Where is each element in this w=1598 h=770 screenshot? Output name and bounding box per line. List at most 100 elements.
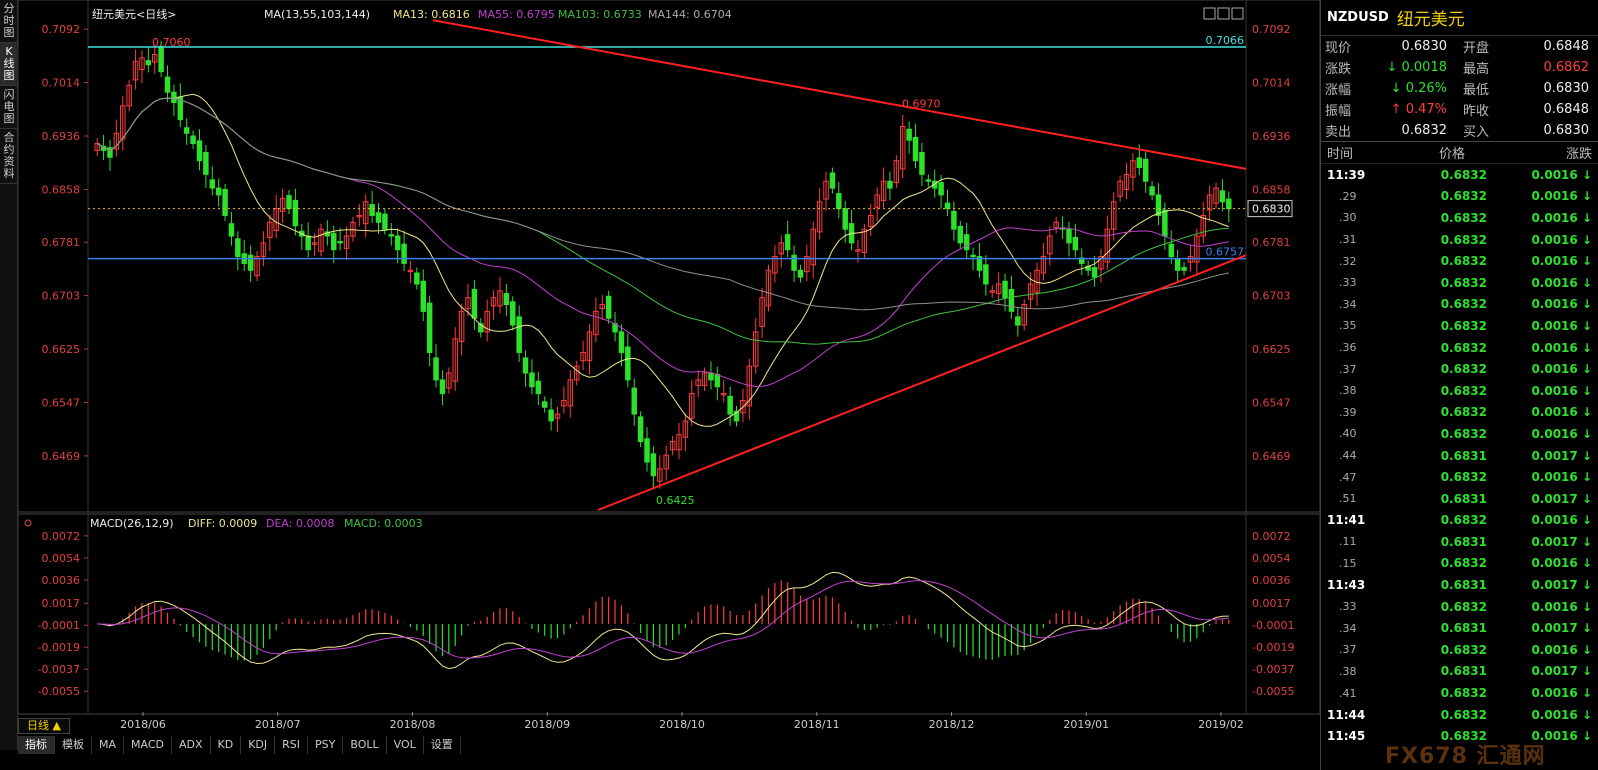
hline-label-resistance: 0.7066	[1206, 34, 1245, 47]
indicator-tab-4[interactable]: ADX	[172, 736, 211, 754]
tick-price: 0.6832	[1440, 642, 1487, 657]
tick-price: 0.6831	[1440, 664, 1487, 679]
candle-body	[657, 468, 663, 482]
candles-group	[94, 40, 1232, 490]
tick-time: 11:44	[1327, 707, 1366, 722]
tab-timeshare[interactable]: 分时图	[0, 0, 18, 43]
candle-body	[497, 290, 503, 307]
candle-body	[1136, 157, 1143, 169]
tab-flash[interactable]: 闪电图	[0, 86, 18, 129]
tick-change: 0.0016 ↓	[1531, 405, 1592, 420]
candle-body	[145, 60, 152, 66]
tick-time: .38	[1339, 664, 1357, 678]
candle-body	[407, 269, 414, 273]
candle-body	[1066, 228, 1072, 244]
candle-body	[759, 297, 765, 327]
ticks-header: 时间 价格 涨跌	[1321, 142, 1598, 164]
candle-body	[267, 221, 273, 238]
candle-body	[94, 143, 100, 151]
period-selector[interactable]: 日线 ▲	[18, 718, 70, 734]
tick-change: 0.0016 ↓	[1531, 556, 1592, 571]
quote-value: 0.6830	[1543, 123, 1590, 138]
tick-row: 11:44 0.6832 0.0016 ↓	[1321, 704, 1598, 726]
price-tick-label-right: 0.6547	[1252, 396, 1291, 409]
candle-body	[880, 180, 887, 201]
x-tick-label: 2018/09	[524, 718, 570, 731]
tick-price: 0.6831	[1440, 534, 1487, 549]
indicator-tab-8[interactable]: PSY	[308, 736, 344, 754]
candle-body	[247, 254, 254, 271]
tick-row: .11 0.6831 0.0017 ↓	[1321, 531, 1598, 553]
candle-body	[1110, 201, 1117, 230]
tick-time: .51	[1339, 492, 1357, 506]
indicator-tab-10[interactable]: VOL	[387, 736, 424, 754]
tick-price: 0.6832	[1440, 383, 1487, 398]
tick-price: 0.6832	[1440, 707, 1487, 722]
candle-body	[458, 310, 465, 343]
tick-price: 0.6832	[1440, 470, 1487, 485]
tab-contract-info[interactable]: 合约资料	[0, 129, 18, 184]
candle-body	[970, 254, 976, 258]
candle-body	[900, 125, 906, 170]
indicator-tab-0[interactable]: 指标	[18, 736, 55, 754]
candle-body	[599, 304, 606, 310]
candle-body	[810, 228, 816, 266]
macd-legend-item: DEA: 0.0008	[266, 517, 334, 530]
macd-tick-label-left: -0.0037	[38, 663, 80, 676]
indicator-tab-11[interactable]: 设置	[424, 736, 461, 754]
tab-kline[interactable]: K线图	[0, 43, 18, 86]
indicator-tab-5[interactable]: KD	[211, 736, 242, 754]
tick-change: 0.0016 ↓	[1531, 642, 1592, 657]
price-chart[interactable]: 0.7092 0.7092 0.7014 0.7014 0.6936 0.6936 0.68…	[18, 0, 1320, 732]
candle-body	[778, 242, 785, 255]
candle-body	[650, 453, 657, 477]
candle-body	[337, 241, 343, 244]
candle-body	[951, 210, 957, 230]
indicator-tab-7[interactable]: RSI	[275, 736, 309, 754]
tick-time: 11:45	[1327, 729, 1366, 744]
candle-body	[388, 234, 395, 237]
main-legend-item: MA13: 0.6816	[393, 8, 470, 21]
tick-price: 0.6832	[1440, 210, 1487, 225]
x-tick-label: 2018/12	[929, 718, 975, 731]
quote-row: 振幅 ↑ 0.47% 昨收 0.6848	[1325, 99, 1594, 120]
macd-tick-label-right: -0.0037	[1252, 663, 1294, 676]
tick-time: .29	[1339, 189, 1357, 203]
indicator-tab-2[interactable]: MA	[92, 736, 125, 754]
tick-price: 0.6832	[1440, 318, 1487, 333]
candle-body	[414, 272, 420, 285]
price-tick-label-left: 0.6936	[42, 130, 81, 143]
ticks-list[interactable]: 11:39 0.6832 0.0016 ↓ .29 0.6832 0.0016 ↓ .30 0…	[1321, 164, 1598, 747]
candle-body	[1027, 283, 1034, 300]
quote-value: 0.6832	[1401, 123, 1448, 138]
tick-row: .44 0.6831 0.0017 ↓	[1321, 445, 1598, 467]
macd-legend-item: MACD(26,12,9)	[90, 517, 174, 530]
x-tick-label: 2018/07	[255, 718, 301, 731]
candle-body	[861, 228, 868, 253]
price-tick-label-right: 0.6625	[1252, 343, 1291, 356]
restore-icon	[1217, 7, 1230, 20]
indicator-tab-9[interactable]: BOLL	[343, 736, 387, 754]
tick-change: 0.0016 ↓	[1531, 383, 1592, 398]
macd-histogram	[102, 580, 1230, 661]
candle-body	[995, 283, 1002, 295]
price-tick-label-right: 0.6936	[1252, 130, 1291, 143]
tick-row: .29 0.6832 0.0016 ↓	[1321, 186, 1598, 208]
price-tick-label-left: 0.6703	[42, 290, 81, 303]
quote-value: 0.6830	[1543, 81, 1590, 96]
candle-body	[1123, 173, 1130, 190]
x-tick-label: 2018/11	[794, 718, 840, 731]
tick-change: 0.0017 ↓	[1531, 534, 1592, 549]
tick-time: .41	[1339, 686, 1357, 700]
candle-body	[912, 136, 919, 162]
tick-time: .34	[1339, 297, 1357, 311]
indicator-tab-6[interactable]: KDJ	[241, 736, 276, 754]
indicator-tab-3[interactable]: MACD	[124, 736, 172, 754]
candle-body	[183, 127, 190, 134]
candle-body	[919, 151, 925, 175]
indicator-tab-1[interactable]: 模板	[55, 736, 92, 754]
candle-body	[1149, 186, 1155, 196]
candle-body	[426, 302, 433, 353]
candle-body	[158, 45, 164, 73]
macd-settings-icon	[24, 519, 32, 527]
